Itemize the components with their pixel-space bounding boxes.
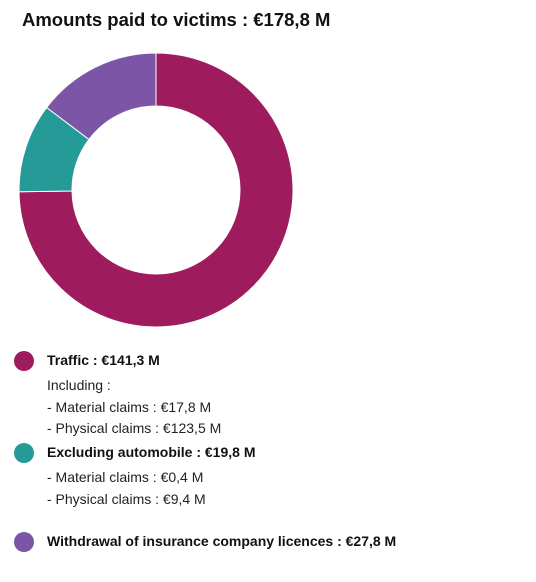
donut-slice-withdrawal <box>45 52 157 141</box>
legend-swatch-excluding-automobile <box>14 443 34 463</box>
legend-label-withdrawal: Withdrawal of insurance company licences… <box>47 533 397 549</box>
legend-detail-line: - Material claims : €17,8 M <box>47 398 212 415</box>
donut-chart <box>18 52 294 328</box>
chart-title: Amounts paid to victims : €178,8 M <box>22 9 331 30</box>
legend-details-traffic: Including : - Material claims : €17,8 M … <box>47 375 221 440</box>
legend-detail-line: - Physical claims : €9,4 M <box>47 490 206 507</box>
legend-label-excluding-automobile: Excluding automobile : €19,8 M <box>47 444 256 460</box>
legend-detail-line: Including : <box>47 377 111 393</box>
legend-swatch-withdrawal <box>14 532 34 552</box>
legend-details-excluding-automobile: - Material claims : €0,4 M - Physical cl… <box>47 467 206 510</box>
legend-label-traffic: Traffic : €141,3 M <box>47 352 160 368</box>
legend-swatch-traffic <box>14 351 34 371</box>
legend-detail-line: - Material claims : €0,4 M <box>47 469 204 485</box>
donut-slice-traffic <box>18 52 294 328</box>
legend-detail-line: - Physical claims : €123,5 M <box>47 420 222 436</box>
